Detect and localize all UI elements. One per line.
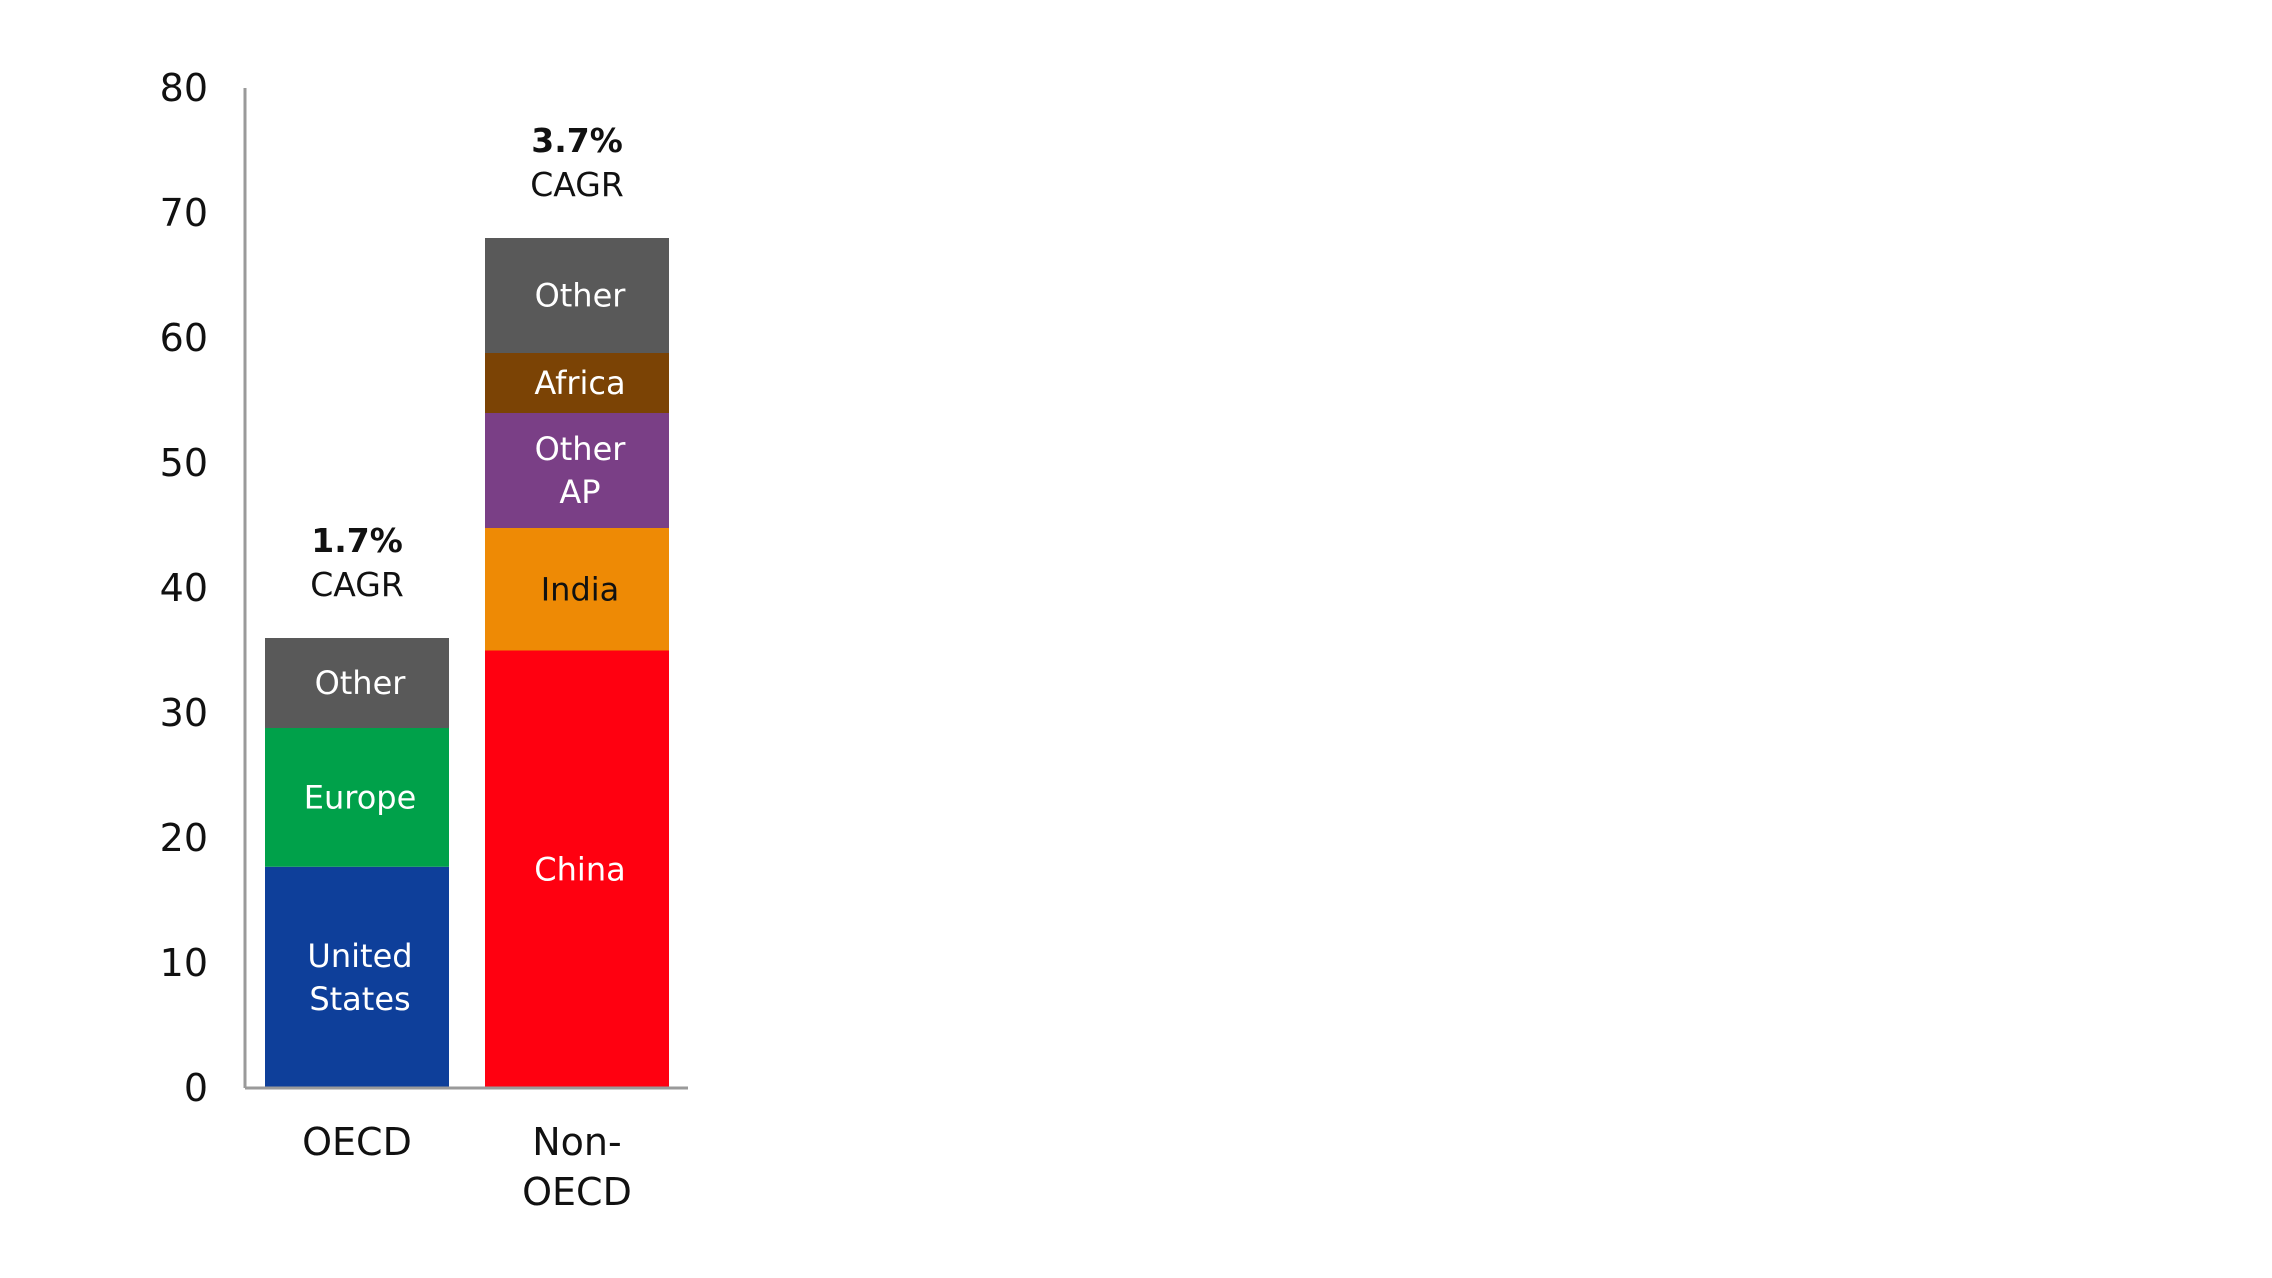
bar-segment	[485, 238, 669, 353]
y-tick-label: 80	[160, 66, 208, 110]
segment-label: Europe	[304, 778, 417, 816]
bar-segment	[485, 413, 669, 528]
y-tick-label: 10	[160, 941, 208, 985]
y-tick-label: 0	[184, 1066, 208, 1110]
segment-label: Other	[535, 277, 627, 315]
y-tick-label: 20	[160, 816, 208, 860]
cagr-text-label: CAGR	[310, 565, 404, 604]
x-category-label: OECD	[302, 1120, 412, 1164]
cagr-annotations: 1.7% CAGR 3.7% CAGR	[310, 121, 624, 604]
segment-label: Other	[315, 664, 407, 702]
segment-label: Other	[535, 430, 627, 468]
y-axis: 0 10 20 30 40 50 60 70 80	[160, 66, 247, 1110]
y-tick-label: 50	[160, 441, 208, 485]
cagr-value-label: 3.7%	[531, 121, 623, 160]
x-axis: OECD Non- OECD	[245, 1086, 688, 1214]
segment-label: States	[309, 980, 410, 1018]
segment-label: AP	[559, 473, 600, 511]
bar-segment	[485, 528, 669, 651]
segment-label: India	[541, 570, 620, 608]
bars: United States Europe Other China India Other AP…	[265, 238, 669, 1088]
x-category-label: Non-	[532, 1120, 621, 1164]
cagr-text-label: CAGR	[530, 165, 624, 204]
y-tick-label: 60	[160, 316, 208, 360]
x-category-label: OECD	[522, 1170, 632, 1214]
bar-segment	[485, 353, 669, 413]
bar-segment	[265, 638, 449, 728]
bar-segment	[265, 728, 449, 867]
y-tick-label: 40	[160, 566, 208, 610]
y-tick-label: 70	[160, 191, 208, 235]
bar-segment	[485, 650, 669, 1088]
segment-label: United	[307, 937, 412, 975]
cagr-value-label: 1.7%	[311, 521, 403, 560]
bar-segment	[265, 866, 449, 1088]
segment-label: China	[534, 850, 625, 888]
segment-label: Africa	[534, 364, 625, 402]
y-tick-label: 30	[160, 691, 208, 735]
